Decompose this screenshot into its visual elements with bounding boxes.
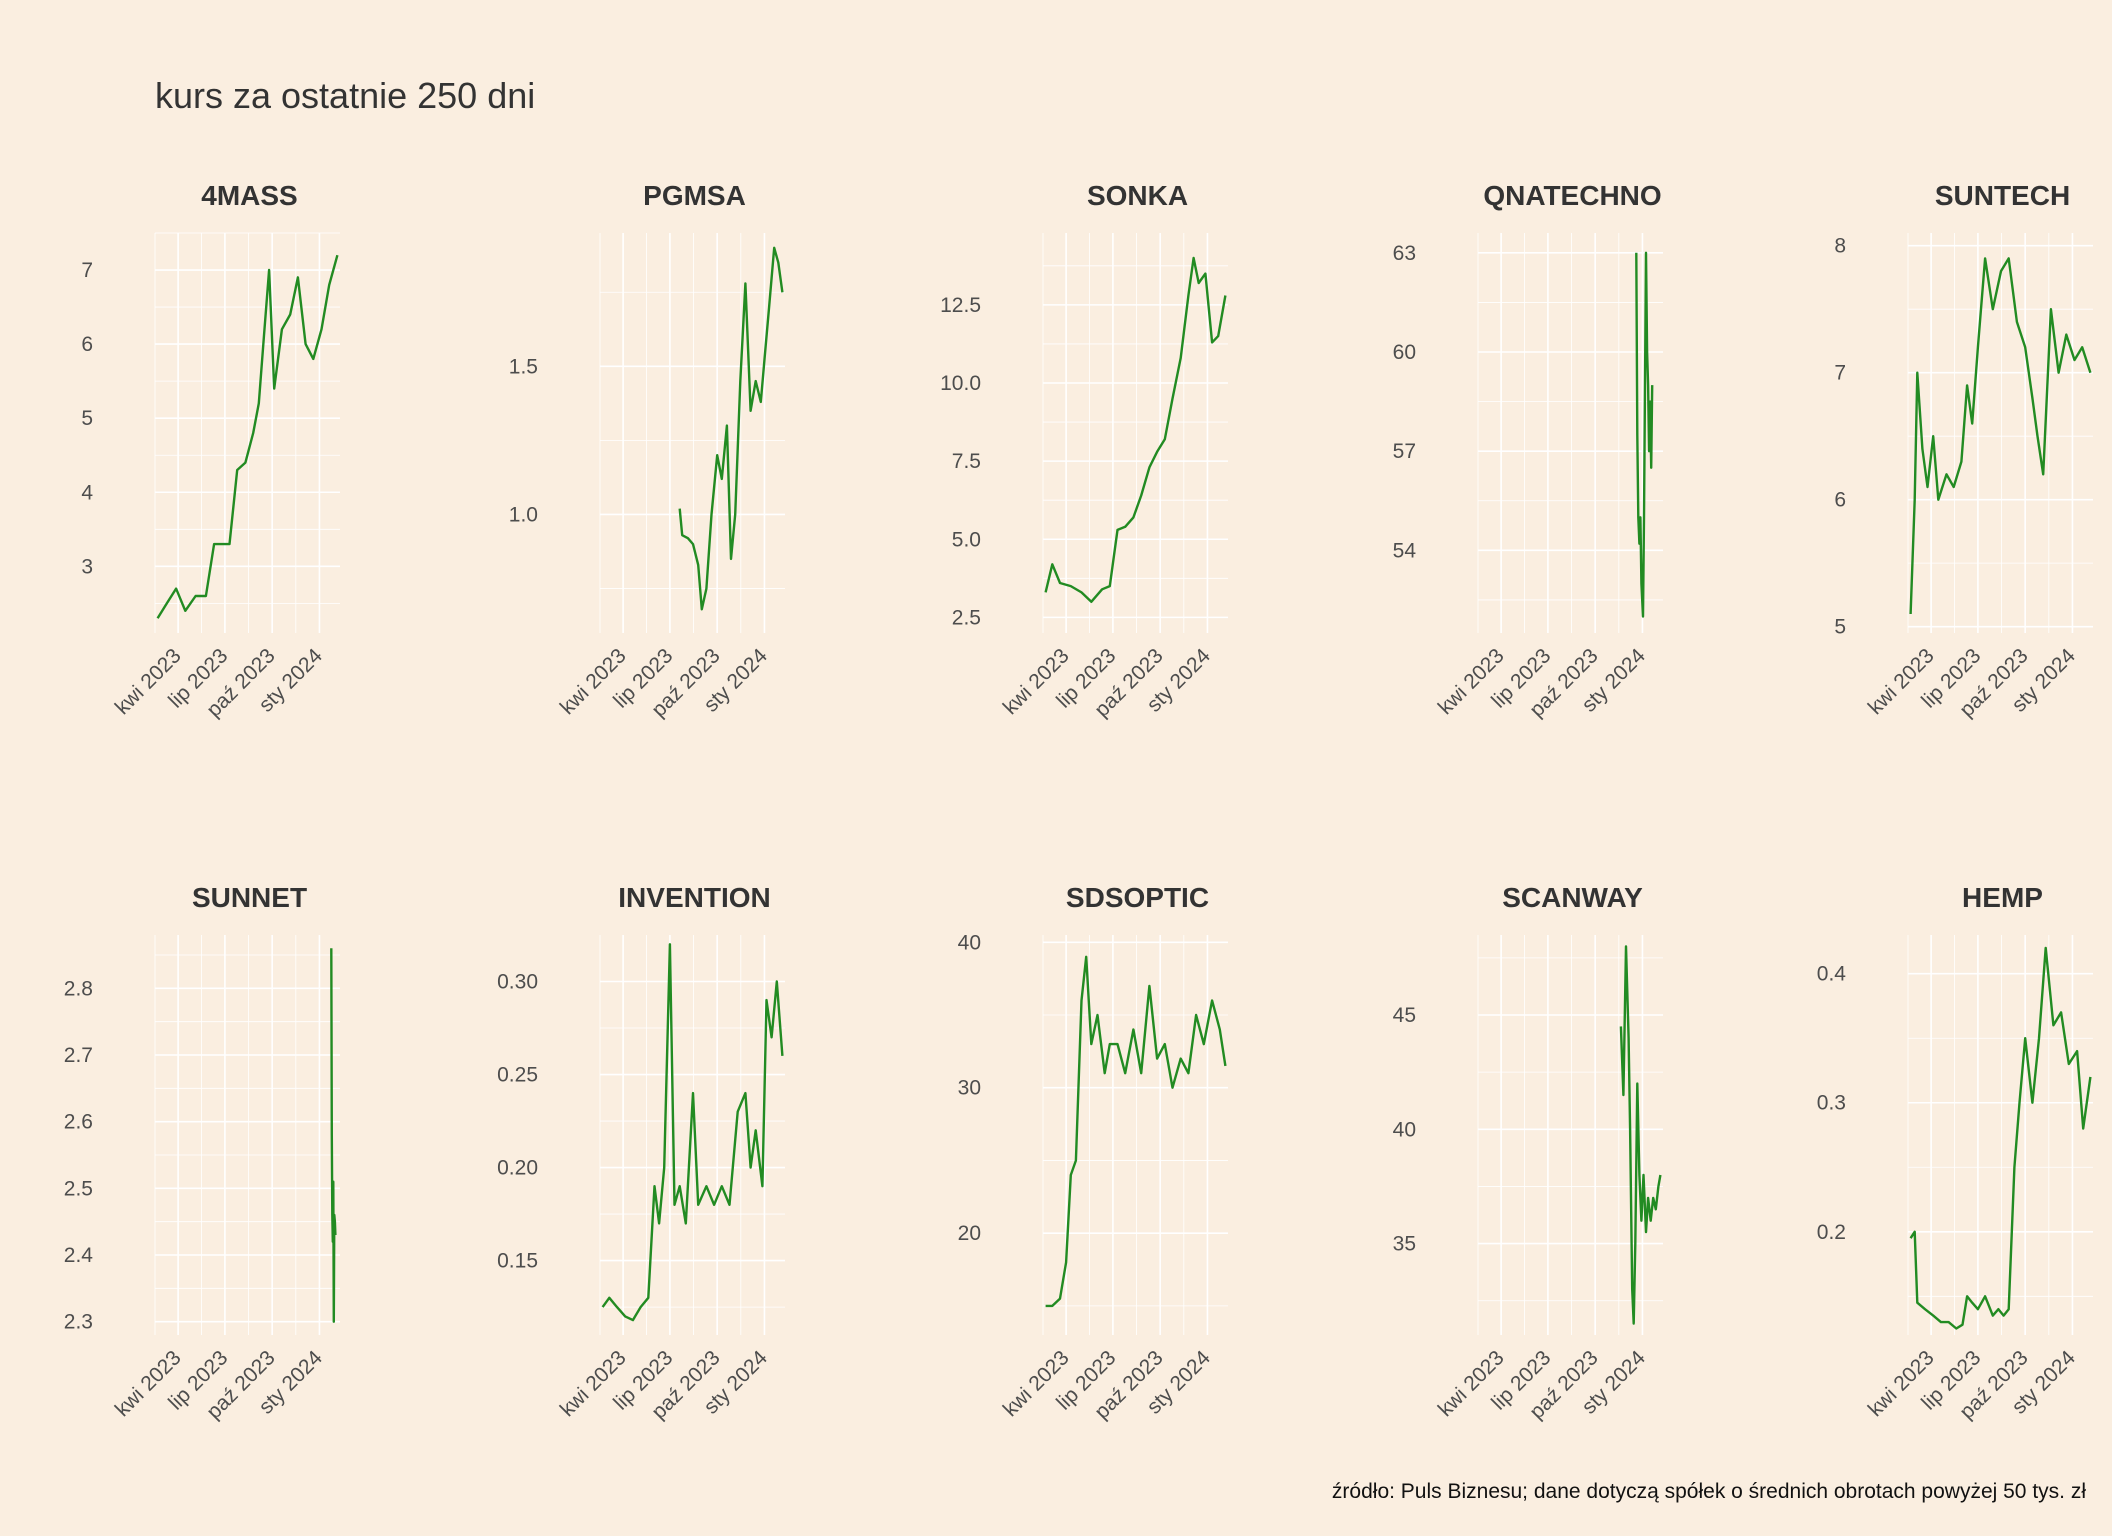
panel-title: SUNTECH — [1935, 180, 2070, 211]
series-line-sdsoptic — [1045, 955, 1227, 1308]
source-caption: źródło: Puls Biznesu; dane dotyczą spółe… — [1331, 1480, 2086, 1503]
y-tick-label: 0.4 — [1817, 963, 1847, 986]
y-tick-label: 2.4 — [64, 1244, 94, 1267]
panel-title: INVENTION — [618, 882, 770, 913]
y-tick-label: 45 — [1393, 1004, 1416, 1027]
y-tick-label: 7.5 — [952, 450, 981, 473]
series-line-suntech — [1909, 257, 2092, 615]
series-line-sonka — [1044, 256, 1227, 603]
y-tick-label: 40 — [1393, 1118, 1416, 1141]
page-title: kurs za ostatnie 250 dni — [155, 75, 536, 116]
series-line-hemp — [1909, 946, 2092, 1330]
panel-title: SUNNET — [192, 882, 307, 913]
y-tick-label: 0.25 — [497, 1064, 538, 1087]
panel-title: PGMSA — [643, 180, 746, 211]
y-tick-label: 2.7 — [64, 1044, 93, 1067]
y-tick-label: 1.5 — [509, 355, 538, 378]
y-tick-label: 7 — [1834, 362, 1846, 385]
y-tick-label: 0.2 — [1817, 1221, 1846, 1244]
y-tick-label: 2.6 — [64, 1111, 93, 1134]
panel-title: 4MASS — [201, 180, 297, 211]
y-tick-label: 5 — [1834, 616, 1846, 639]
series-line-qnatechno — [1635, 251, 1654, 618]
panel-title: SCANWAY — [1502, 882, 1643, 913]
series-line-pgmsa — [678, 246, 784, 611]
y-tick-label: 12.5 — [940, 294, 981, 317]
panel-title: SONKA — [1087, 180, 1188, 211]
y-tick-label: 60 — [1393, 341, 1416, 364]
y-tick-label: 0.15 — [497, 1250, 538, 1273]
y-tick-label: 6 — [1834, 489, 1846, 512]
y-tick-label: 2.5 — [64, 1177, 93, 1200]
y-tick-label: 4 — [81, 481, 93, 504]
y-tick-label: 63 — [1393, 242, 1416, 265]
series-line-4mass — [156, 254, 339, 619]
series-line-sunnet — [330, 948, 337, 1323]
y-tick-label: 6 — [81, 333, 93, 356]
y-tick-label: 5 — [81, 407, 93, 430]
y-tick-label: 3 — [81, 555, 93, 578]
y-tick-label: 40 — [958, 931, 981, 954]
y-tick-label: 1.0 — [509, 503, 538, 526]
y-tick-label: 0.30 — [497, 971, 538, 994]
y-tick-label: 2.5 — [952, 606, 981, 629]
y-tick-label: 10.0 — [940, 372, 981, 395]
y-tick-label: 7 — [81, 259, 93, 282]
y-tick-label: 54 — [1393, 539, 1417, 562]
y-tick-label: 2.8 — [64, 977, 93, 1000]
y-tick-label: 35 — [1393, 1233, 1416, 1256]
y-tick-label: 20 — [958, 1222, 981, 1245]
y-tick-label: 2.3 — [64, 1311, 93, 1334]
series-line-scanway — [1619, 945, 1662, 1325]
y-tick-label: 0.20 — [497, 1157, 538, 1180]
series-line-invention — [601, 943, 784, 1322]
y-tick-label: 5.0 — [952, 528, 981, 551]
y-tick-label: 30 — [958, 1077, 981, 1100]
y-tick-label: 8 — [1834, 235, 1846, 258]
panel-title: SDSOPTIC — [1066, 882, 1209, 913]
y-tick-label: 0.3 — [1817, 1092, 1846, 1115]
y-tick-label: 57 — [1393, 440, 1416, 463]
panel-title: HEMP — [1962, 882, 2043, 913]
panel-title: QNATECHNO — [1483, 180, 1661, 211]
